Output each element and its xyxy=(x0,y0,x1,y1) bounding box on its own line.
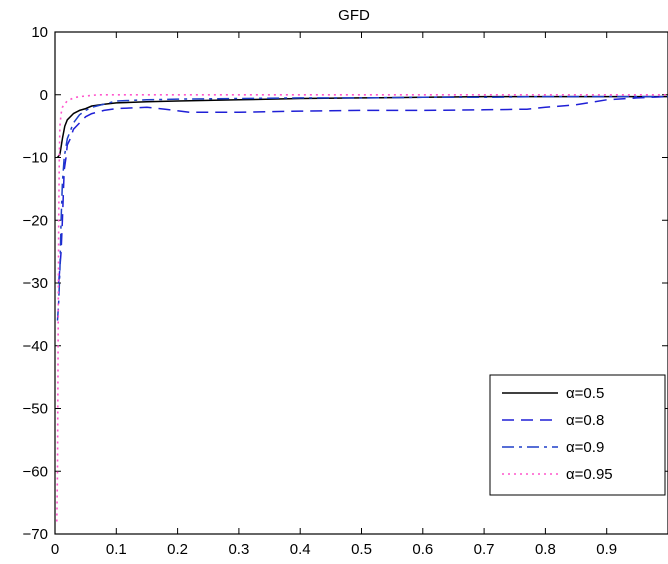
x-tick-label: 0.1 xyxy=(106,541,127,558)
legend-label: α=0.5 xyxy=(566,385,604,402)
y-tick-label: −30 xyxy=(23,275,48,292)
legend-label: α=0.8 xyxy=(566,412,604,429)
series-line-4 xyxy=(56,94,668,522)
y-tick-label: 10 xyxy=(31,24,48,41)
x-tick-label: 0.2 xyxy=(167,541,188,558)
y-tick-label: −60 xyxy=(23,463,48,480)
y-tick-label: −10 xyxy=(23,150,48,167)
x-tick-label: 0.7 xyxy=(474,541,495,558)
chart-title: GFD xyxy=(338,7,370,24)
x-tick-label: 0.6 xyxy=(412,541,433,558)
legend: α=0.5 α=0.8 α=0.9 α=0.95 xyxy=(489,374,666,496)
y-tick-label: −20 xyxy=(23,212,48,229)
x-tick-label: 0.8 xyxy=(535,541,556,558)
series-line-1 xyxy=(56,95,668,158)
y-tick-label: 0 xyxy=(40,87,48,104)
x-tick-label: 0.4 xyxy=(290,541,311,558)
legend-label: α=0.9 xyxy=(566,439,604,456)
legend-box xyxy=(489,374,666,496)
x-tick-label: 0.5 xyxy=(351,541,372,558)
series-layer xyxy=(56,94,668,522)
legend-label: α=0.95 xyxy=(566,466,613,483)
x-tick-label: 0 xyxy=(51,541,59,558)
y-tick-label: −70 xyxy=(23,526,48,543)
x-tick-labels: 0 0.1 0.2 0.3 0.4 0.5 0.6 0.7 0.8 0.9 xyxy=(51,541,617,558)
series-line-3 xyxy=(56,95,668,321)
y-tick-label: −50 xyxy=(23,401,48,418)
x-tick-label: 0.3 xyxy=(228,541,249,558)
y-tick-label: −40 xyxy=(23,338,48,355)
y-tick-labels: 10 0 −10 −20 −30 −40 −50 −60 −70 xyxy=(23,24,48,543)
x-tick-label: 0.9 xyxy=(596,541,617,558)
